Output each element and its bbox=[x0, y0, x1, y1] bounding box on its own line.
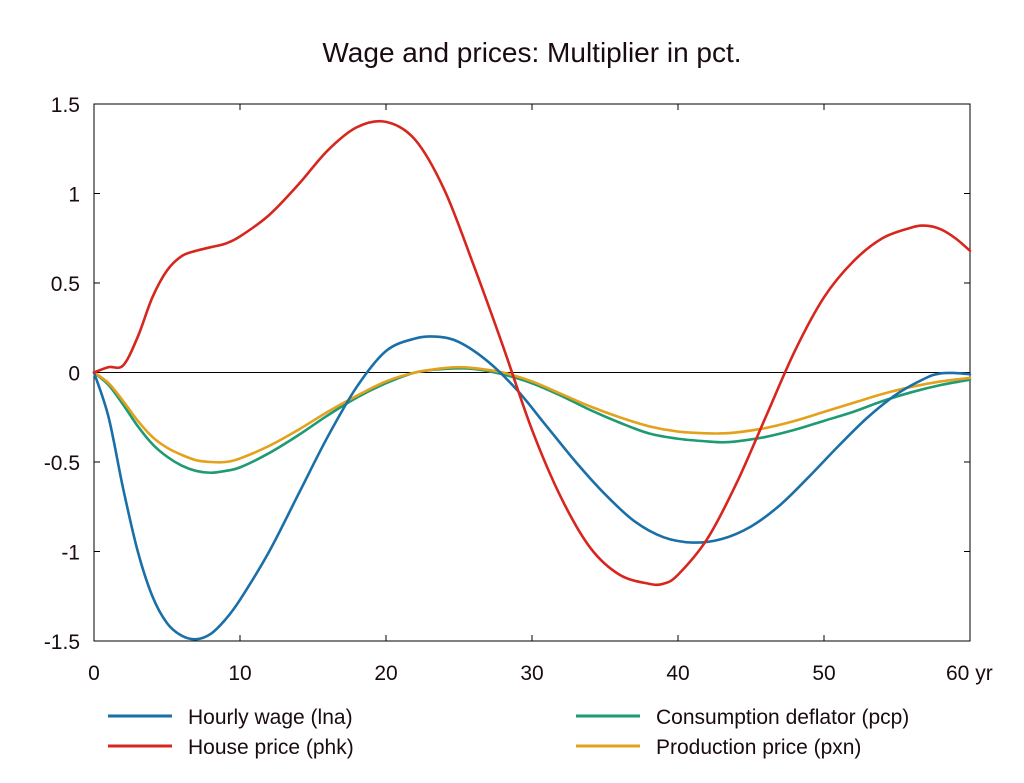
legend-label: House price (phk) bbox=[188, 736, 354, 759]
chart-title: Wage and prices: Multiplier in pct. bbox=[322, 37, 741, 68]
y-tick-label: -1 bbox=[61, 542, 80, 565]
x-tick-label: 40 bbox=[666, 662, 689, 685]
legend-item: Production price (pxn) bbox=[576, 736, 861, 759]
x-tick-label: 0 bbox=[88, 662, 100, 685]
x-tick-label: 30 bbox=[520, 662, 543, 685]
series-lines bbox=[92, 119, 972, 641]
legend-item: Consumption deflator (pcp) bbox=[576, 706, 909, 729]
y-tick-label: 0 bbox=[68, 363, 80, 386]
legend-item: House price (phk) bbox=[108, 736, 354, 759]
x-axis-ticks: 0 10 20 30 40 50 60 yr bbox=[88, 104, 993, 685]
legend-label: Production price (pxn) bbox=[656, 736, 861, 759]
series-line-hourly-wage-lna bbox=[92, 335, 972, 641]
x-tick-label: 20 bbox=[374, 662, 397, 685]
y-tick-label: 1.5 bbox=[51, 94, 80, 117]
x-tick-label: 10 bbox=[228, 662, 251, 685]
y-tick-label: -1.5 bbox=[44, 631, 80, 654]
y-tick-label: 1 bbox=[68, 184, 80, 207]
series-line-production-price-pxn bbox=[92, 365, 972, 464]
legend-label: Hourly wage (lna) bbox=[188, 706, 353, 729]
x-tick-label: 60 yr bbox=[946, 662, 993, 685]
y-axis-ticks: 1.5 1 0.5 0 -0.5 -1 -1.5 bbox=[44, 94, 970, 654]
series-line-house-price-phk bbox=[92, 119, 972, 587]
x-tick-label: 50 bbox=[812, 662, 835, 685]
y-tick-label: 0.5 bbox=[51, 273, 80, 296]
legend-item: Hourly wage (lna) bbox=[108, 706, 353, 729]
series-line-consumption-deflator-pcp bbox=[92, 367, 972, 475]
legend-label: Consumption deflator (pcp) bbox=[656, 706, 909, 729]
y-tick-label: -0.5 bbox=[44, 452, 80, 475]
legend: Hourly wage (lna) House price (phk) Consum… bbox=[108, 706, 909, 759]
